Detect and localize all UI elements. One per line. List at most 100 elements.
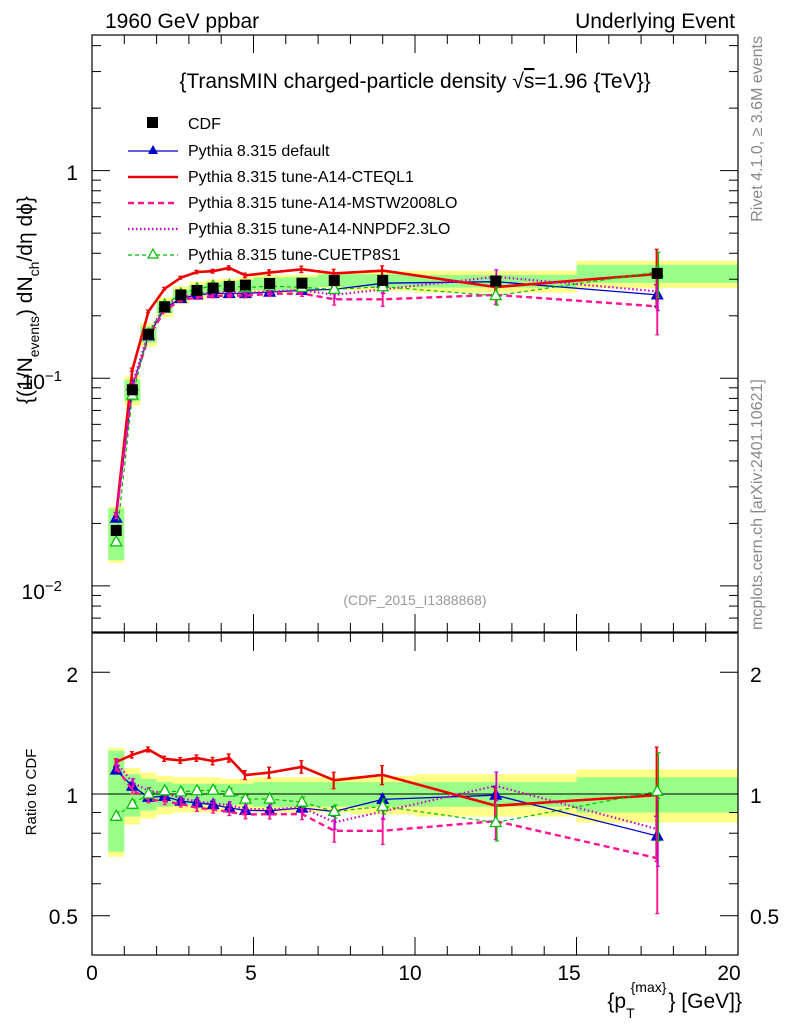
legend-label-cdf: CDF bbox=[188, 116, 221, 133]
legend-entry-nnpdf: Pythia 8.315 tune-A14-NNPDF2.3LO bbox=[128, 221, 450, 238]
ratio-cuetp8s1-marker bbox=[125, 797, 139, 809]
xtick-label-10: 10 bbox=[398, 962, 421, 985]
rivet-label: Rivet 4.1.0, ≥ 3.6M events bbox=[749, 36, 766, 222]
legend-entry-mstw: Pythia 8.315 tune-A14-MSTW2008LO bbox=[128, 195, 457, 212]
cdf-data-point bbox=[207, 282, 219, 294]
ratio-cuetp8s1-marker bbox=[650, 784, 664, 796]
legend: CDF Pythia 8.315 default Pythia 8.315 tu… bbox=[128, 116, 457, 264]
legend-label-cuetp8s1: Pythia 8.315 tune-CUETP8S1 bbox=[188, 247, 401, 264]
main-mstw-line bbox=[115, 292, 658, 518]
legend-label-default: Pythia 8.315 default bbox=[188, 143, 330, 160]
main-ytick-0.1-base: 10 bbox=[22, 371, 45, 394]
ratio-ytick-label-0.5-left: 0.5 bbox=[49, 906, 78, 929]
cdf-data-point bbox=[651, 267, 663, 279]
cdf-data-point bbox=[239, 279, 251, 291]
legend-entry-cteql1: Pythia 8.315 tune-A14-CTEQL1 bbox=[128, 169, 414, 186]
ratio-cuetp8s1-marker bbox=[222, 784, 236, 797]
legend-marker-cuetp8s1 bbox=[146, 247, 160, 259]
sqrt-sign: √ bbox=[512, 70, 524, 93]
main-cteql1-line bbox=[114, 266, 658, 515]
main-y-axis-label: {(1/Nevents) dNch/dη dϕ} bbox=[14, 196, 42, 404]
ratio-cuetp8s1-marker bbox=[238, 791, 252, 804]
main-cuetp8s1-marker bbox=[327, 282, 341, 294]
xtick-label-0: 0 bbox=[86, 962, 98, 985]
ratio-cuetp8s1-marker bbox=[327, 804, 341, 817]
ratio-cuetp8s1-marker bbox=[174, 784, 188, 797]
header-left: 1960 GeV ppbar bbox=[105, 10, 259, 33]
ratio-cuetp8s1-marker bbox=[376, 799, 390, 811]
main-ytick-label-0.1: 10−1 bbox=[22, 368, 62, 394]
legend-label-nnpdf: Pythia 8.315 tune-A14-NNPDF2.3LO bbox=[188, 221, 450, 238]
main-band-layer bbox=[108, 260, 738, 563]
legend-entry-default: Pythia 8.315 default bbox=[128, 143, 330, 160]
cdf-data-point bbox=[126, 384, 138, 396]
main-y-label-c: ) dN bbox=[14, 276, 37, 316]
x-axis-label-d: } [GeV]} bbox=[668, 990, 742, 1013]
ratio-cuetp8s1-marker bbox=[158, 783, 172, 796]
x-axis-label-a: {p bbox=[607, 990, 626, 1013]
ratio-cuetp8s1-marker bbox=[206, 782, 220, 795]
ratio-series-layer bbox=[92, 746, 738, 915]
ratio-ytick-label-1-right: 1 bbox=[750, 785, 762, 808]
legend-label-mstw: Pythia 8.315 tune-A14-MSTW2008LO bbox=[188, 195, 457, 212]
ratio-ytick-label-0.5-right: 0.5 bbox=[750, 906, 779, 929]
main-ytick-label-1: 1 bbox=[66, 162, 78, 185]
cdf-data-point bbox=[110, 524, 122, 536]
cdf-data-point bbox=[223, 280, 235, 292]
cdf-data-point bbox=[159, 301, 171, 313]
legend-entry-cdf: CDF bbox=[147, 116, 221, 133]
plot-title-prefix: {TransMIN charged-particle density bbox=[179, 70, 512, 93]
xtick-label-5: 5 bbox=[245, 962, 257, 985]
ratio-band-layer bbox=[108, 747, 738, 857]
main-y-label-sub1: events bbox=[26, 316, 42, 357]
legend-entry-cuetp8s1: Pythia 8.315 tune-CUETP8S1 bbox=[128, 247, 401, 264]
x-axis-label-sup: {max} bbox=[631, 979, 667, 995]
ratio-cuetp8s1-marker bbox=[489, 815, 503, 828]
cdf-data-point bbox=[490, 275, 502, 287]
ratio-y-axis-label: Ratio to CDF bbox=[23, 749, 40, 836]
ratio-ytick-label-2-right: 2 bbox=[750, 664, 762, 687]
ratio-mstw-line bbox=[115, 766, 658, 860]
cdf-data-point bbox=[264, 278, 276, 290]
xtick-label-20: 20 bbox=[717, 962, 740, 985]
xtick-label-15: 15 bbox=[557, 962, 580, 985]
mcplots-label: mcplots.cern.ch [arXiv:2401.10621] bbox=[749, 379, 766, 630]
cdf-data-point bbox=[377, 274, 389, 286]
header-right: Underlying Event bbox=[575, 10, 735, 33]
ratio-cuetp8s1-marker bbox=[142, 786, 156, 799]
ratio-cuetp8s1-marker bbox=[295, 794, 309, 807]
main-ytick-label-0.01: 10−2 bbox=[22, 578, 62, 604]
ratio-ticks bbox=[91, 633, 739, 955]
legend-label-cteql1: Pythia 8.315 tune-A14-CTEQL1 bbox=[188, 169, 414, 186]
analysis-tag: (CDF_2015_I1388868) bbox=[343, 592, 486, 608]
ratio-band-inner bbox=[108, 750, 738, 852]
main-ticks bbox=[91, 35, 739, 633]
ratio-ytick-label-1-left: 1 bbox=[66, 785, 78, 808]
main-cuetp8s1-marker bbox=[489, 288, 503, 301]
main-cuetp8s1-marker bbox=[109, 534, 123, 547]
legend-swatch-cdf bbox=[147, 117, 158, 128]
plot-title: {TransMIN charged-particle density √s=1.… bbox=[179, 70, 650, 93]
cdf-data-point bbox=[143, 328, 155, 340]
legend-marker-default bbox=[148, 145, 158, 154]
cdf-data-point bbox=[175, 289, 187, 301]
plot-title-sqrt-s: s bbox=[524, 70, 535, 93]
main-ytick-0.01-base: 10 bbox=[22, 581, 45, 604]
cdf-data-point bbox=[191, 284, 203, 296]
main-ytick-0.01-exp: −2 bbox=[45, 578, 62, 595]
main-ytick-0.1-exp: −1 bbox=[45, 368, 62, 385]
cdf-data-point bbox=[296, 277, 308, 289]
main-nnpdf-line bbox=[115, 275, 658, 515]
cdf-data-point bbox=[328, 274, 340, 286]
plot-title-suffix: =1.96 {TeV}} bbox=[534, 70, 650, 93]
main-data-layer bbox=[110, 267, 663, 536]
x-axis-label: {pT {max}} [GeV]} bbox=[607, 979, 742, 1021]
main-cuetp8s1-line bbox=[115, 271, 658, 542]
ratio-nnpdf-line bbox=[115, 761, 658, 831]
main-default-line bbox=[115, 281, 658, 519]
main-y-label-a: {(1/N bbox=[14, 357, 37, 404]
main-y-label-sub2: ch bbox=[26, 262, 42, 277]
x-axis-label-sub: T bbox=[626, 1005, 635, 1021]
ratio-ytick-label-2-left: 2 bbox=[66, 664, 78, 687]
